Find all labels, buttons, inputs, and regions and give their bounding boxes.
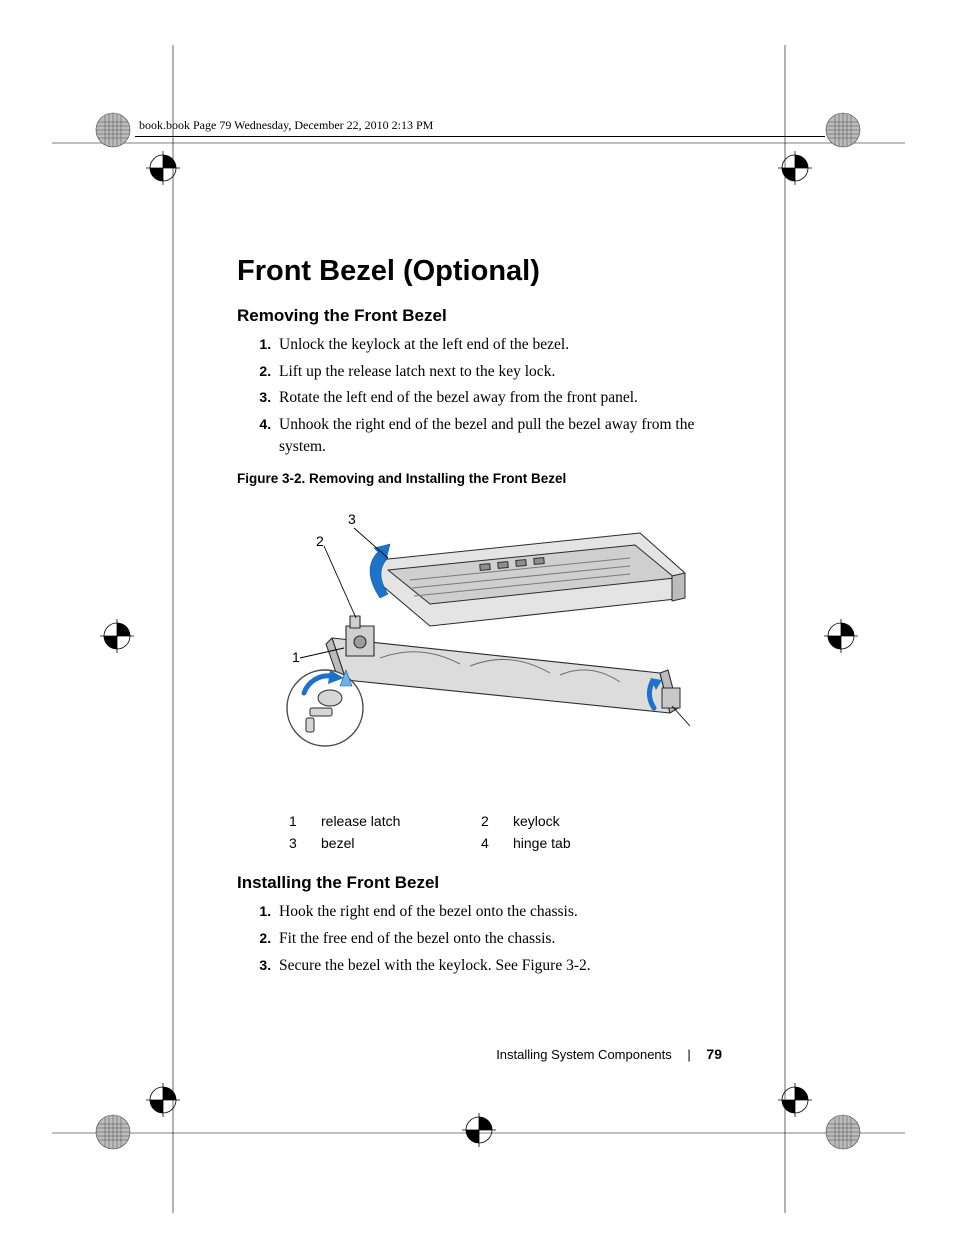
figure-caption: Figure 3-2. Removing and Installing the … <box>237 471 723 486</box>
step: Fit the free end of the bezel onto the c… <box>275 928 723 950</box>
step: Unlock the keylock at the left end of th… <box>275 334 723 356</box>
footer-chapter: Installing System Components <box>496 1047 672 1062</box>
figure-legend: 1 release latch 2 keylock 3 bezel 4 hing… <box>289 813 723 851</box>
step: Rotate the left end of the bezel away fr… <box>275 387 723 409</box>
legend-text: release latch <box>321 813 471 829</box>
legend-text: bezel <box>321 835 471 851</box>
running-header: book.book Page 79 Wednesday, December 22… <box>139 118 433 133</box>
footer-separator: | <box>687 1047 690 1062</box>
legend-num: 4 <box>481 835 503 851</box>
legend-num: 1 <box>289 813 311 829</box>
bezel <box>326 616 678 713</box>
running-header-text: book.book Page 79 Wednesday, December 22… <box>139 118 433 132</box>
callout-3: 3 <box>348 511 356 527</box>
header-rule <box>135 136 825 137</box>
installing-steps: Hook the right end of the bezel onto the… <box>237 901 723 976</box>
legend-text: hinge tab <box>513 835 663 851</box>
step: Hook the right end of the bezel onto the… <box>275 901 723 923</box>
footer-page-number: 79 <box>706 1046 722 1062</box>
legend-text: keylock <box>513 813 663 829</box>
step: Secure the bezel with the keylock. See F… <box>275 955 723 977</box>
page-footer: Installing System Components | 79 <box>242 1046 722 1062</box>
step: Unhook the right end of the bezel and pu… <box>275 414 723 457</box>
heading-installing: Installing the Front Bezel <box>237 873 723 893</box>
legend-num: 3 <box>289 835 311 851</box>
page-title: Front Bezel (Optional) <box>237 255 723 288</box>
chassis <box>378 533 685 626</box>
keylock-lens <box>287 670 363 746</box>
page-content: Front Bezel (Optional) Removing the Fron… <box>237 255 723 991</box>
callout-2: 2 <box>316 533 324 549</box>
removing-steps: Unlock the keylock at the left end of th… <box>237 334 723 457</box>
figure-3-2: 1 2 3 4 <box>270 498 690 803</box>
callout-1: 1 <box>292 649 300 665</box>
step: Lift up the release latch next to the ke… <box>275 361 723 383</box>
legend-num: 2 <box>481 813 503 829</box>
heading-removing: Removing the Front Bezel <box>237 306 723 326</box>
